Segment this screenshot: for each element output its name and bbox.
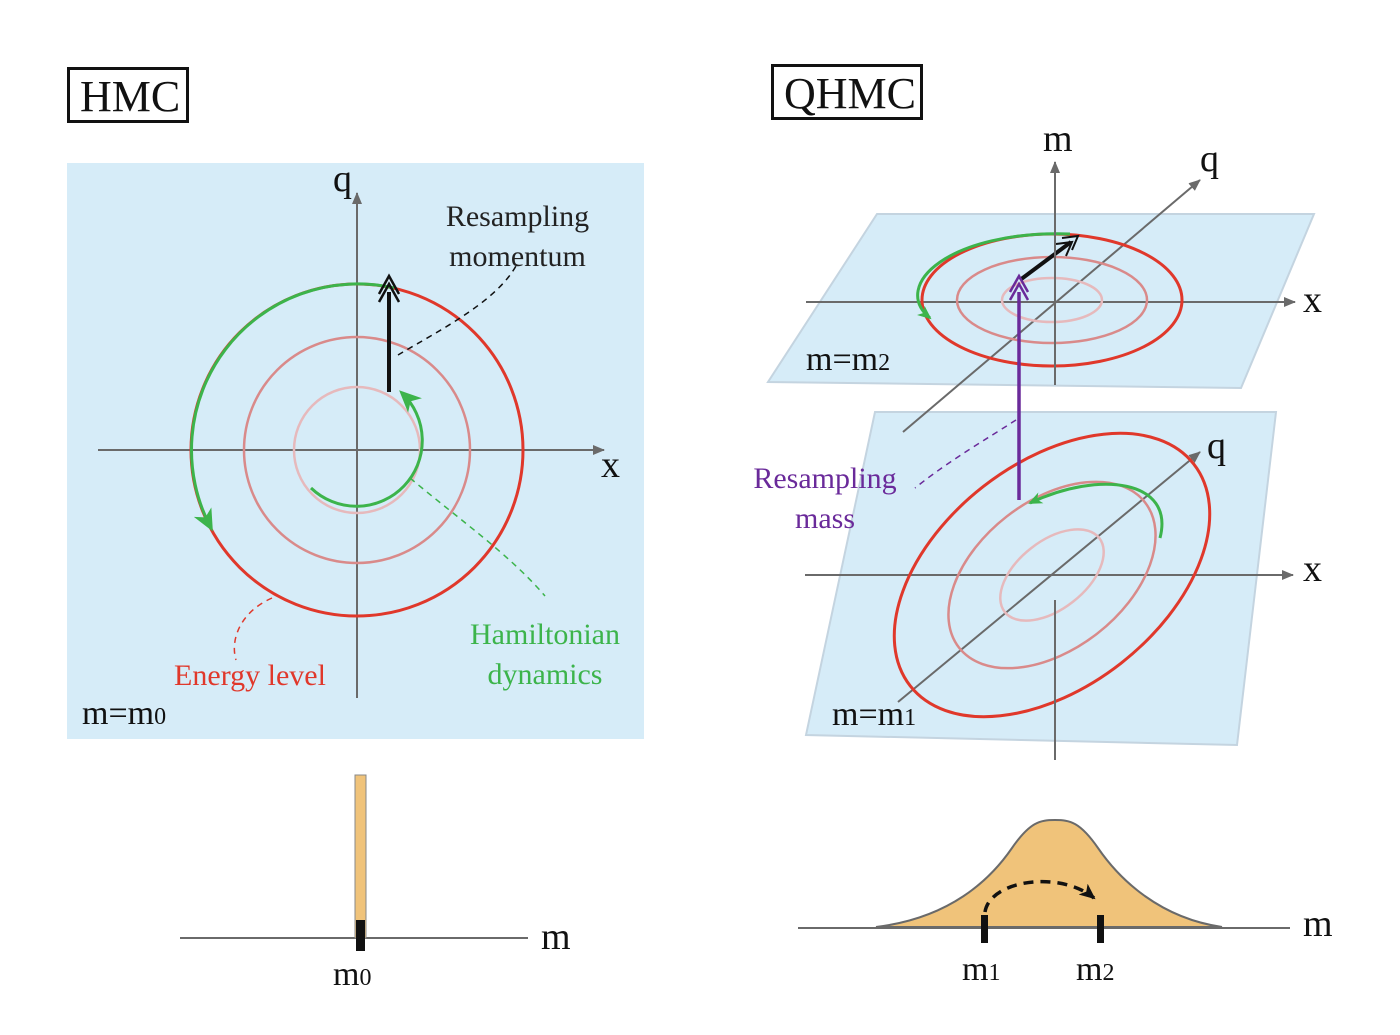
qhmc-mass-transition-arrow bbox=[983, 879, 1096, 913]
qhmc-mass-distribution bbox=[798, 818, 1290, 943]
hmc-outer-dynamics-arc bbox=[190, 282, 395, 532]
qhmc-upper-q-axis-label: q bbox=[1200, 138, 1219, 180]
qhmc-mass-density bbox=[875, 818, 1223, 928]
qhmc-tick-m1-label: m1 bbox=[962, 951, 1001, 988]
hmc-resample-pointer bbox=[397, 261, 519, 356]
qhmc-lower-energy-ring bbox=[892, 431, 1212, 719]
hmc-mass-tick bbox=[356, 920, 365, 951]
qhmc-upper-plane-group bbox=[766, 179, 1316, 433]
qhmc-resample-pointer bbox=[914, 419, 1017, 489]
hmc-title: HMC bbox=[67, 67, 189, 123]
qhmc-momentum-arrow bbox=[1018, 240, 1073, 282]
qhmc-tick-m2-label: m2 bbox=[1076, 951, 1115, 988]
hmc-mass-tick-label: m0 bbox=[333, 956, 372, 993]
hmc-inner-ring bbox=[292, 385, 422, 515]
hmc-middle-ring bbox=[242, 335, 472, 565]
qhmc-lower-plane-label: m=m1 bbox=[832, 696, 917, 733]
qhmc-mass-axis-label: m bbox=[1303, 903, 1333, 945]
qhmc-m-axis-label: m bbox=[1043, 118, 1073, 160]
qhmc-tick-m2 bbox=[1097, 915, 1104, 943]
hmc-dynamics-label: Hamiltonian dynamics bbox=[470, 618, 620, 691]
hmc-energy-label: Energy level bbox=[174, 659, 326, 692]
qhmc-lower-middle-ring bbox=[947, 480, 1157, 670]
hmc-plane-label: m=m0 bbox=[82, 695, 167, 732]
qhmc-upper-dynamics-arc bbox=[916, 232, 1071, 320]
hmc-inner-dynamics-arc bbox=[309, 390, 424, 508]
hmc-energy-pointer bbox=[233, 597, 273, 661]
hmc-q-axis-label: q bbox=[333, 158, 352, 200]
hmc-momentum-arrowhead bbox=[377, 281, 401, 303]
qhmc-lower-plane-group bbox=[804, 411, 1294, 747]
qhmc-resample-label: Resampling mass bbox=[753, 462, 897, 535]
qhmc-upper-q-axis bbox=[902, 179, 1201, 433]
qhmc-lower-x-axis-label: x bbox=[1303, 548, 1322, 590]
qhmc-upper-plane-label: m=m2 bbox=[806, 341, 891, 378]
hmc-resample-label: Resampling momentum bbox=[445, 200, 590, 273]
hmc-dynamics-pointer bbox=[409, 477, 546, 597]
qhmc-title: QHMC bbox=[771, 64, 923, 120]
qhmc-upper-inner-ring bbox=[1000, 276, 1104, 324]
hmc-delta-bar bbox=[354, 774, 367, 939]
hmc-mass-distribution bbox=[180, 774, 528, 951]
qhmc-tick-m1 bbox=[981, 915, 988, 943]
qhmc-lower-inner-ring bbox=[999, 528, 1105, 622]
qhmc-resample-mass-arrow bbox=[1008, 273, 1030, 500]
qhmc-lower-dynamics-arc bbox=[1028, 482, 1164, 539]
qhmc-lower-q-axis-label: q bbox=[1207, 425, 1226, 467]
qhmc-lower-q-axis bbox=[897, 451, 1201, 703]
qhmc-upper-x-axis-label: x bbox=[1303, 279, 1322, 321]
hmc-x-axis-label: x bbox=[601, 444, 620, 486]
hmc-phase-panel bbox=[67, 163, 644, 739]
qhmc-lower-plane bbox=[804, 411, 1278, 747]
hmc-mass-axis-label: m bbox=[541, 916, 571, 958]
